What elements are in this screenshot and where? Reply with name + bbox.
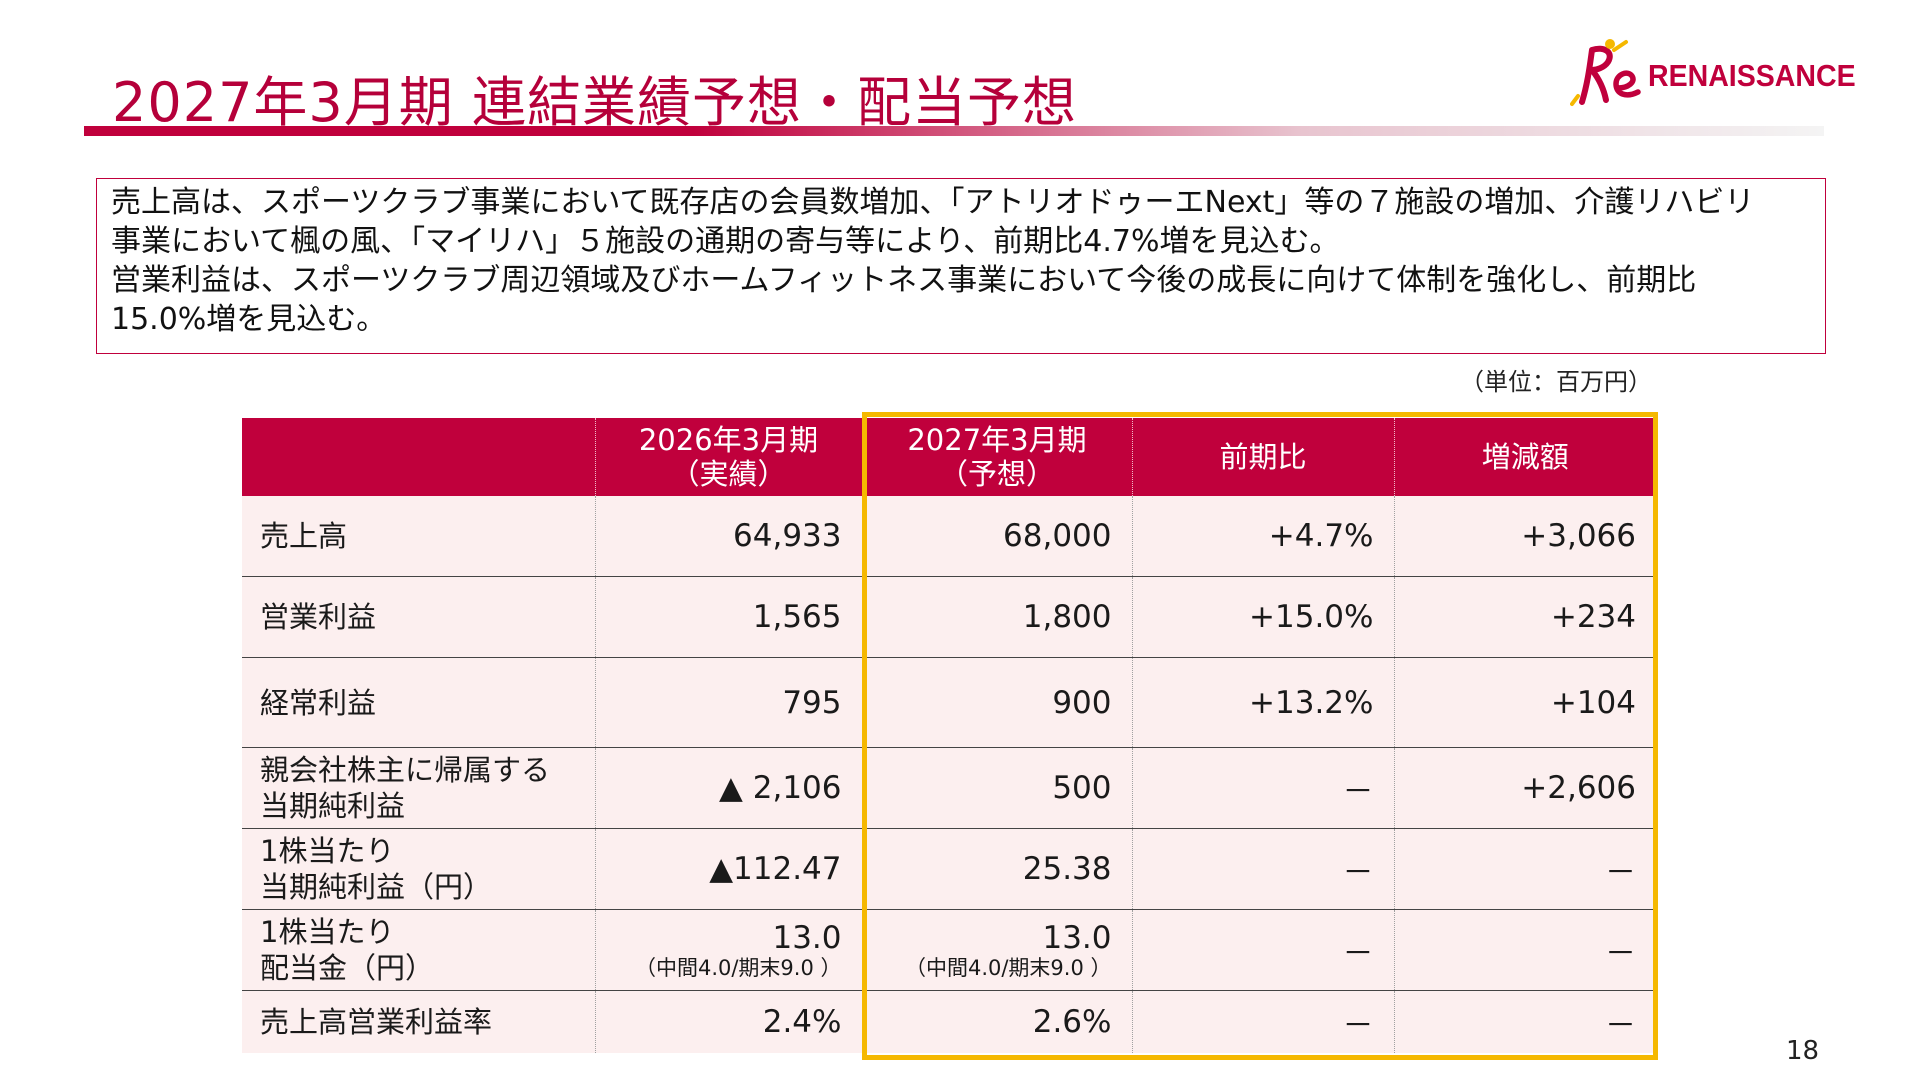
row-label: 1株当たり 当期純利益（円） [242,828,595,910]
change-value: － [1393,909,1656,991]
forecast-value: 900 [861,657,1132,748]
forecast-dividend-breakdown: （中間4.0/期末9.0 ） [904,956,1112,980]
prev-value: 2.4% [594,990,862,1053]
prev-value: 1,565 [594,576,862,658]
row-label: 営業利益 [242,576,595,658]
change-value: +104 [1393,657,1656,748]
summary-line-4: 15.0%増を見込む。 [111,302,387,337]
table-row: 売上高営業利益率 2.4% 2.6% － － [242,990,1656,1053]
summary-line-2: 事業において楓の風、「マイリハ」５施設の通期の寄与等により、前期比4.7%増を見… [111,224,1340,259]
page-number: 18 [1786,1036,1820,1066]
table-row: 営業利益 1,565 1,800 +15.0% +234 [242,576,1656,658]
table-row: 親会社株主に帰属する 当期純利益 ▲ 2,106 500 － +2,606 [242,747,1656,829]
row-label: 経常利益 [242,657,595,748]
prev-value: 13.0 （中間4.0/期末9.0 ） [594,909,862,991]
page-title: 2027年3月期 連結業績予想・配当予想 [112,71,1077,134]
row-label: 売上高 [242,496,595,577]
forecast-value: 68,000 [861,496,1132,577]
header-cell-fy2027-forecast: 2027年3月期 （予想） [861,418,1132,496]
change-value: +3,066 [1393,496,1656,577]
summary-box: 売上高は、スポーツクラブ事業において既存店の会員数増加、「アトリオドゥーエNex… [96,178,1826,354]
forecast-value: 25.38 [861,828,1132,910]
row-label: 親会社株主に帰属する 当期純利益 [242,747,595,829]
table-row: 売上高 64,933 68,000 +4.7% +3,066 [242,496,1656,577]
header-cell-fy2026-actual: 2026年3月期 （実績） [594,418,862,496]
yoy-value: － [1131,990,1394,1053]
forecast-value: 13.0 （中間4.0/期末9.0 ） [861,909,1132,991]
re-runner-logo-icon [1570,39,1641,106]
table-header-row: 2026年3月期 （実績） 2027年3月期 （予想） 前期比 増減額 [242,418,1656,496]
prev-dividend-breakdown: （中間4.0/期末9.0 ） [634,956,842,980]
table-row: 1株当たり 当期純利益（円） ▲112.47 25.38 － － [242,828,1656,910]
title-underline [84,126,1824,136]
change-value: － [1393,990,1656,1053]
forecast-value: 2.6% [861,990,1132,1053]
forecast-table: 2026年3月期 （実績） 2027年3月期 （予想） 前期比 増減額 売上高 … [242,418,1656,1053]
prev-value: ▲112.47 [594,828,862,910]
yoy-value: +4.7% [1131,496,1394,577]
forecast-value: 500 [861,747,1132,829]
prev-value: 795 [594,657,862,748]
header-cell-change: 増減額 [1393,418,1656,496]
change-value: +2,606 [1393,747,1656,829]
prev-value: 64,933 [594,496,862,577]
yoy-value: － [1131,909,1394,991]
yoy-value: +13.2% [1131,657,1394,748]
company-logo: RENAISSANCE [1570,38,1860,112]
row-label: 1株当たり 配当金（円） [242,909,595,991]
unit-label: （単位：百万円） [1460,368,1652,396]
change-value: － [1393,828,1656,910]
table-row: 経常利益 795 900 +13.2% +104 [242,657,1656,748]
header-cell-item [242,418,595,496]
change-value: +234 [1393,576,1656,658]
row-label: 売上高営業利益率 [242,990,595,1053]
yoy-value: － [1131,747,1394,829]
table-row: 1株当たり 配当金（円） 13.0 （中間4.0/期末9.0 ） 13.0 （中… [242,909,1656,991]
yoy-value: +15.0% [1131,576,1394,658]
prev-value: ▲ 2,106 [594,747,862,829]
yoy-value: － [1131,828,1394,910]
summary-line-3: 営業利益は、スポーツクラブ周辺領域及びホームフィットネス事業において今後の成長に… [111,263,1697,298]
forecast-value: 1,800 [861,576,1132,658]
header-cell-yoy: 前期比 [1131,418,1394,496]
summary-line-1: 売上高は、スポーツクラブ事業において既存店の会員数増加、「アトリオドゥーエNex… [111,185,1755,220]
logo-wordmark: RENAISSANCE [1648,58,1856,93]
